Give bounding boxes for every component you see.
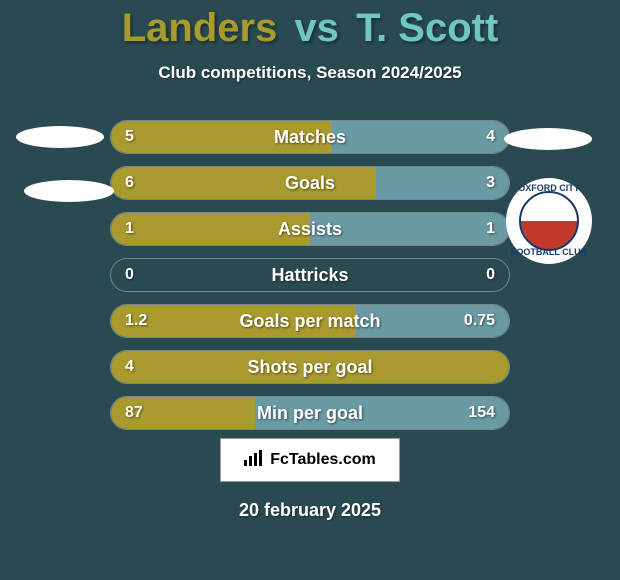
stat-row: Goals per match1.2 0.75 xyxy=(110,304,510,338)
crest-text-bottom: FOOTBALL CLUB xyxy=(506,248,592,258)
stat-value-left: 5 xyxy=(125,121,134,153)
placeholder-oval xyxy=(504,128,592,150)
chart-icon xyxy=(244,450,264,471)
stat-value-right: 1 xyxy=(486,213,495,245)
brand-logo: FcTables.com xyxy=(220,438,400,482)
page-title: Landers vs T. Scott xyxy=(0,0,620,51)
stat-row: Shots per goal4 xyxy=(110,350,510,384)
title-player1: Landers xyxy=(122,6,278,50)
stat-label: Goals per match xyxy=(111,305,509,337)
crest-shield-icon xyxy=(519,191,579,251)
stat-row: Assists1 1 xyxy=(110,212,510,246)
stat-value-right: 154 xyxy=(468,397,495,429)
date-text: 20 february 2025 xyxy=(0,500,620,521)
title-player2: T. Scott xyxy=(356,6,498,50)
stat-label: Goals xyxy=(111,167,509,199)
stat-row: Goals6 3 xyxy=(110,166,510,200)
placeholder-oval xyxy=(16,126,104,148)
stat-value-left: 6 xyxy=(125,167,134,199)
stat-label: Shots per goal xyxy=(111,351,509,383)
stat-label: Matches xyxy=(111,121,509,153)
subtitle: Club competitions, Season 2024/2025 xyxy=(0,63,620,83)
title-vs: vs xyxy=(294,6,339,50)
stat-label: Min per goal xyxy=(111,397,509,429)
crest-text-top: OXFORD CITY xyxy=(506,184,592,194)
stat-value-left: 1.2 xyxy=(125,305,147,337)
stat-label: Hattricks xyxy=(111,259,509,291)
stat-value-right: 3 xyxy=(486,167,495,199)
stat-row: Hattricks0 0 xyxy=(110,258,510,292)
stat-value-left: 87 xyxy=(125,397,143,429)
stats-bars: Matches5 4 Goals6 3 Assists1 1 Hattricks0 0 Goal… xyxy=(110,120,510,442)
stat-label: Assists xyxy=(111,213,509,245)
brand-text: FcTables.com xyxy=(270,451,376,469)
stat-value-right: 4 xyxy=(486,121,495,153)
stat-value-right: 0 xyxy=(486,259,495,291)
placeholder-oval xyxy=(24,180,114,202)
stat-value-left: 4 xyxy=(125,351,134,383)
stat-row: Matches5 4 xyxy=(110,120,510,154)
club-crest-right: OXFORD CITY FOOTBALL CLUB xyxy=(506,178,592,264)
stat-row: Min per goal87 154 xyxy=(110,396,510,430)
stat-value-left: 1 xyxy=(125,213,134,245)
stat-value-right: 0.75 xyxy=(464,305,495,337)
stat-value-left: 0 xyxy=(125,259,134,291)
